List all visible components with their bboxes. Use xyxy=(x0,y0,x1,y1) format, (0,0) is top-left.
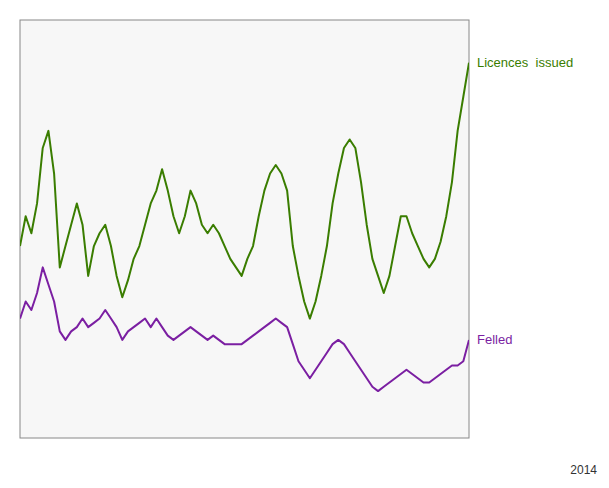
series-group xyxy=(20,63,469,391)
series-label: Felled xyxy=(477,332,512,347)
series-label: Licences issued xyxy=(477,55,573,70)
chart: Licences issued Felled 2014 xyxy=(0,0,609,488)
series-line xyxy=(20,267,469,391)
annotation: 2014 xyxy=(570,463,597,477)
plot-frame xyxy=(20,20,469,438)
series-line xyxy=(20,63,469,319)
